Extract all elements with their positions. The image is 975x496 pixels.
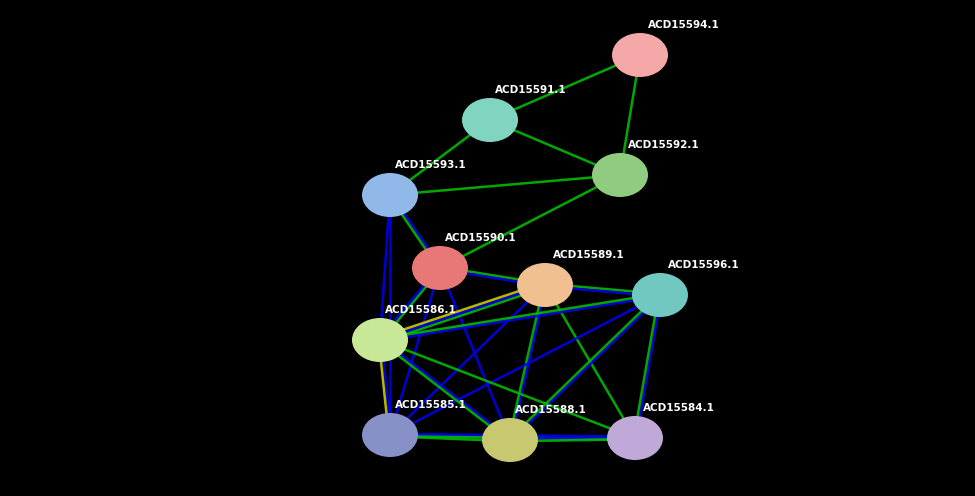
Text: ACD15589.1: ACD15589.1 bbox=[553, 250, 625, 260]
Ellipse shape bbox=[412, 246, 468, 290]
Text: ACD15591.1: ACD15591.1 bbox=[495, 85, 566, 95]
Text: ACD15594.1: ACD15594.1 bbox=[648, 20, 720, 30]
Ellipse shape bbox=[352, 318, 408, 362]
Ellipse shape bbox=[517, 263, 573, 307]
Ellipse shape bbox=[362, 173, 418, 217]
Ellipse shape bbox=[607, 416, 663, 460]
Text: ACD15584.1: ACD15584.1 bbox=[643, 403, 715, 413]
Ellipse shape bbox=[362, 413, 418, 457]
Ellipse shape bbox=[482, 418, 538, 462]
Ellipse shape bbox=[592, 153, 648, 197]
Text: ACD15585.1: ACD15585.1 bbox=[395, 400, 467, 410]
Text: ACD15592.1: ACD15592.1 bbox=[628, 140, 700, 150]
Text: ACD15586.1: ACD15586.1 bbox=[385, 305, 456, 315]
Text: ACD15590.1: ACD15590.1 bbox=[445, 233, 517, 243]
Text: ACD15588.1: ACD15588.1 bbox=[515, 405, 587, 415]
Text: ACD15593.1: ACD15593.1 bbox=[395, 160, 467, 170]
Text: ACD15596.1: ACD15596.1 bbox=[668, 260, 740, 270]
Ellipse shape bbox=[632, 273, 688, 317]
Ellipse shape bbox=[612, 33, 668, 77]
Ellipse shape bbox=[462, 98, 518, 142]
